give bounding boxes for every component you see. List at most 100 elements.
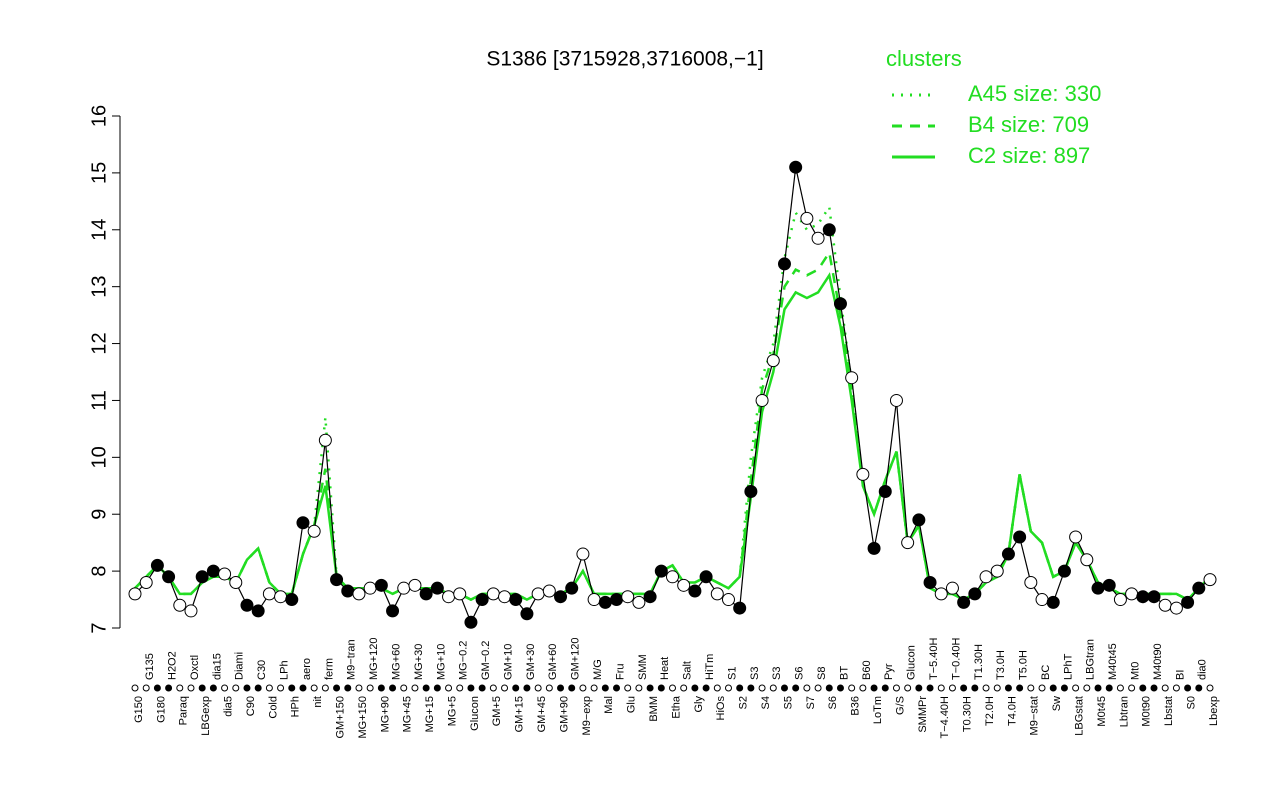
x-tick-label: T−5.40H bbox=[928, 637, 940, 680]
x-tick-label: Glucon bbox=[906, 645, 918, 680]
data-point bbox=[408, 578, 422, 592]
data-point bbox=[878, 484, 892, 498]
category-marker bbox=[1139, 684, 1147, 692]
category-marker bbox=[1105, 684, 1113, 692]
category-marker bbox=[836, 684, 844, 692]
category-marker bbox=[187, 684, 195, 692]
x-tick-label: M9−stat bbox=[1029, 696, 1041, 735]
y-tick-label: 13 bbox=[88, 276, 110, 298]
x-tick-label: M0t45 bbox=[1096, 696, 1108, 727]
data-point bbox=[598, 595, 612, 609]
x-tick-label: G135 bbox=[144, 653, 156, 680]
x-tick-label: Pyr bbox=[883, 663, 895, 680]
x-tick-label: G180 bbox=[155, 696, 167, 723]
category-marker bbox=[489, 684, 497, 692]
category-marker bbox=[209, 684, 217, 692]
data-point bbox=[822, 223, 836, 237]
data-point bbox=[498, 590, 512, 604]
x-tick-label: Mt0 bbox=[1130, 662, 1142, 680]
data-point bbox=[688, 584, 702, 598]
category-marker bbox=[915, 684, 923, 692]
category-marker bbox=[176, 684, 184, 692]
data-point bbox=[1080, 553, 1094, 567]
x-tick-label: T0.30H bbox=[962, 696, 974, 732]
x-tick-label: dia15 bbox=[211, 653, 223, 680]
category-marker bbox=[1004, 684, 1012, 692]
y-tick-label: 11 bbox=[88, 390, 110, 411]
y-tick-label: 8 bbox=[88, 566, 110, 577]
y-tick-label: 9 bbox=[88, 509, 110, 520]
x-tick-label: G150 bbox=[133, 696, 145, 723]
x-tick-label: SMM bbox=[637, 654, 649, 680]
data-point bbox=[1057, 564, 1071, 578]
x-tick-label: GM+5 bbox=[491, 696, 503, 726]
x-tick-label: Fru bbox=[614, 664, 626, 681]
x-tick-label: S0 bbox=[1186, 696, 1198, 709]
x-tick-label: GM+10 bbox=[502, 644, 514, 680]
y-tick-label: 10 bbox=[88, 446, 110, 468]
category-marker bbox=[870, 684, 878, 692]
data-point bbox=[341, 584, 355, 598]
data-point bbox=[632, 595, 646, 609]
x-tick-label: MG+120 bbox=[368, 638, 380, 681]
chart-title: S1386 [3715928,3716008,−1] bbox=[486, 48, 763, 71]
category-marker bbox=[814, 684, 822, 692]
data-point bbox=[699, 570, 713, 584]
x-tick-label: Glucon bbox=[469, 696, 481, 731]
category-marker bbox=[624, 684, 632, 692]
data-point bbox=[666, 570, 679, 584]
category-marker bbox=[904, 684, 912, 692]
data-point bbox=[218, 567, 232, 581]
data-point bbox=[845, 371, 859, 385]
x-tick-label: Diami bbox=[234, 652, 246, 680]
category-marker bbox=[669, 684, 676, 692]
legend-label: A45 size: 330 bbox=[968, 81, 1101, 106]
x-tick-label: M9−exp bbox=[581, 696, 593, 735]
data-point bbox=[430, 581, 444, 595]
x-tick-label: T5.0H bbox=[1018, 650, 1030, 680]
x-tick-label: MG+150 bbox=[357, 696, 369, 739]
category-marker bbox=[926, 684, 934, 692]
category-marker bbox=[288, 684, 296, 692]
x-tick-label: C90 bbox=[245, 696, 257, 716]
x-tick-label: T1.30H bbox=[973, 644, 985, 680]
category-marker bbox=[982, 684, 990, 692]
category-marker bbox=[590, 684, 598, 692]
category-marker bbox=[1027, 684, 1035, 692]
x-tick-label: Mal bbox=[603, 696, 615, 714]
x-tick-label: BC bbox=[1040, 665, 1052, 680]
category-marker bbox=[579, 684, 587, 692]
data-point bbox=[710, 587, 724, 601]
x-tick-label: M40t90 bbox=[1152, 643, 1164, 680]
x-tick-label: Gly bbox=[693, 696, 705, 713]
x-tick-label: aero bbox=[301, 658, 313, 680]
x-tick-label: BMM bbox=[648, 696, 660, 722]
category-marker bbox=[445, 684, 453, 692]
data-point bbox=[565, 581, 579, 595]
category-marker bbox=[892, 684, 900, 692]
data-point bbox=[1125, 587, 1139, 601]
x-tick-label: LBGexp bbox=[200, 696, 212, 736]
x-tick-label: LPh bbox=[278, 660, 290, 680]
data-point bbox=[755, 393, 769, 407]
x-tick-label: T−4.40H bbox=[939, 696, 951, 739]
category-marker bbox=[456, 684, 464, 692]
x-tick-label: S4 bbox=[760, 696, 772, 709]
data-point bbox=[1001, 547, 1015, 561]
data-point bbox=[386, 604, 400, 618]
data-point bbox=[128, 587, 142, 601]
data-point bbox=[173, 598, 187, 612]
x-tick-label: H2O2 bbox=[167, 651, 179, 680]
category-marker bbox=[321, 684, 329, 692]
x-tick-label: HiTm bbox=[704, 654, 716, 680]
data-point bbox=[150, 558, 164, 572]
x-tick-label: GM+60 bbox=[547, 644, 559, 680]
category-marker bbox=[702, 684, 710, 692]
x-tick-label: Sw bbox=[1051, 696, 1063, 711]
x-tick-label: MG+60 bbox=[390, 644, 402, 680]
data-point bbox=[576, 547, 590, 561]
data-point bbox=[1113, 593, 1127, 607]
x-tick-label: BT bbox=[838, 666, 850, 680]
